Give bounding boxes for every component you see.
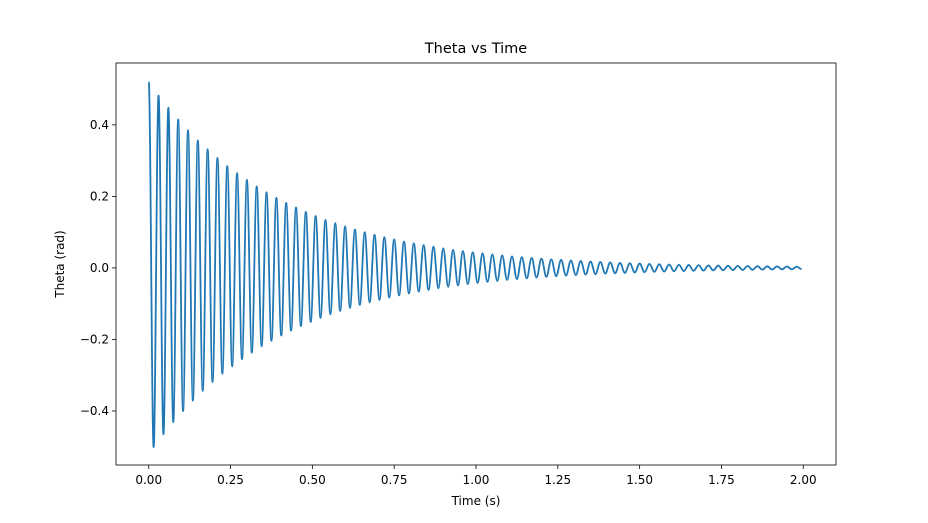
plot-frame [115, 62, 837, 466]
y-tick-label: 0.0 [90, 261, 109, 275]
x-tick-label: 2.00 [790, 473, 817, 487]
x-tick-label: 0.50 [299, 473, 326, 487]
y-tick-label: 0.2 [90, 189, 109, 203]
x-tick-label: 1.75 [708, 473, 735, 487]
y-tick-label: −0.4 [80, 404, 109, 418]
x-tick-label: 0.75 [381, 473, 408, 487]
y-tick-label: −0.2 [80, 332, 109, 346]
x-axis-label: Time (s) [451, 494, 501, 508]
chart-title: Theta vs Time [424, 41, 527, 57]
x-tick-label: 1.00 [463, 473, 490, 487]
data-line [147, 81, 802, 449]
y-tick-label: 0.4 [90, 118, 109, 132]
y-axis-label: Theta (rad) [53, 230, 67, 298]
x-tick-label: 0.00 [135, 473, 162, 487]
x-tick-label: 1.25 [544, 473, 571, 487]
x-tick-label: 0.25 [217, 473, 244, 487]
x-tick-label: 1.50 [626, 473, 653, 487]
